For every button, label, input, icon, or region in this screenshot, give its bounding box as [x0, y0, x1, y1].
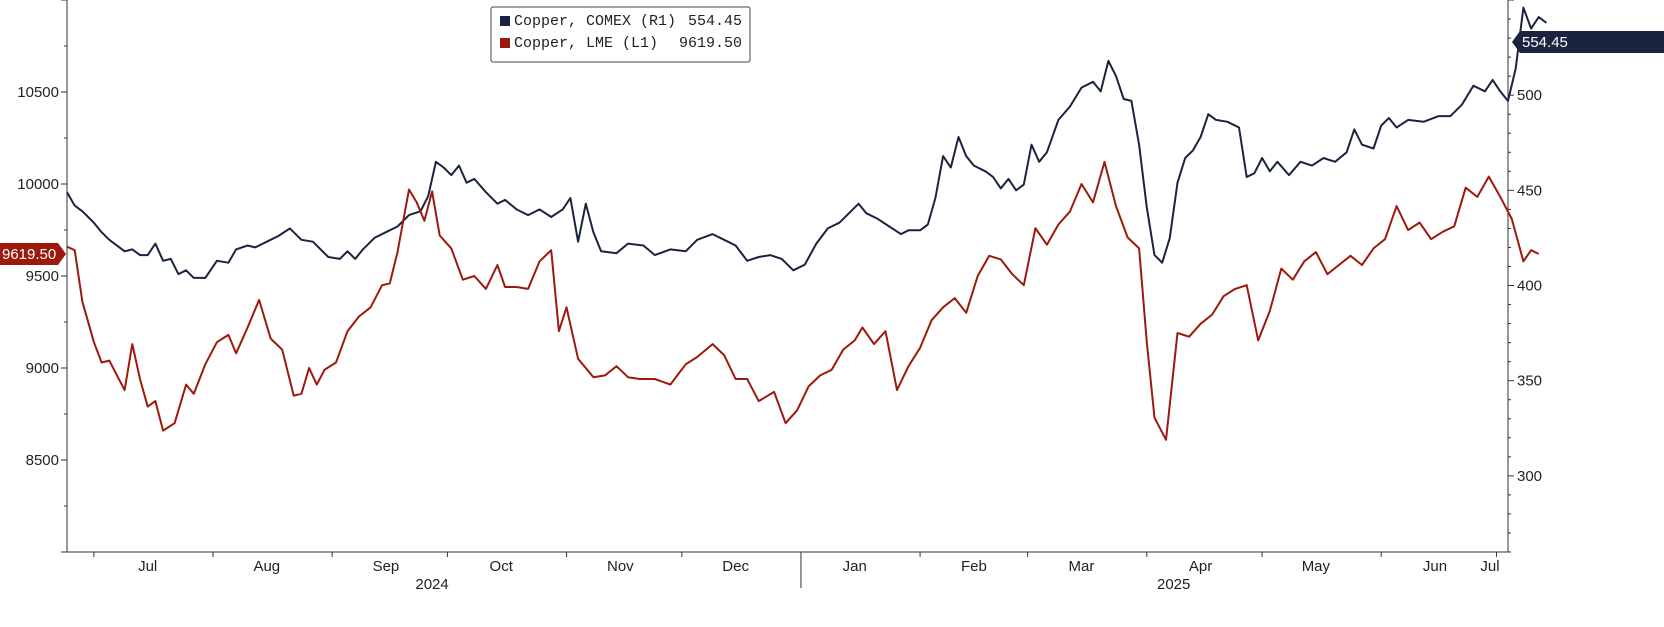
left-tick-label: 8500: [26, 452, 59, 469]
month-tick-label: Jun: [1423, 558, 1447, 575]
left-tick-label: 10000: [17, 176, 59, 193]
month-tick-label: May: [1302, 558, 1331, 575]
legend-label-lme: Copper, LME (L1): [514, 35, 658, 52]
month-tick-label: Jul: [1480, 558, 1499, 575]
left-tick-label: 9500: [26, 268, 59, 285]
right-last-value-tag: 554.45: [1512, 31, 1664, 53]
right-tick-label: 350: [1517, 373, 1542, 390]
year-label: 2025: [1157, 576, 1190, 593]
month-tick-label: Sep: [373, 558, 400, 575]
legend-value-comex: 554.45: [688, 13, 742, 30]
legend-value-lme: 9619.50: [679, 35, 742, 52]
legend-label-comex: Copper, COMEX (R1): [514, 13, 676, 30]
left-tick-label: 10500: [17, 84, 59, 101]
left-last-value-tag: 9619.50: [0, 243, 66, 266]
right-tick-label: 400: [1517, 278, 1542, 295]
month-tick-label: Nov: [607, 558, 634, 575]
axes: 8500 9000 9500 10000 10500 300 350 400 450 500 Jul…: [17, 0, 1542, 593]
legend-swatch-comex: [500, 16, 510, 26]
legend-swatch-lme: [500, 38, 510, 48]
left-last-value-label: 9619.50: [2, 246, 56, 263]
month-tick-label: Oct: [490, 558, 514, 575]
month-tick-label: Feb: [961, 558, 987, 575]
year-label: 2024: [415, 576, 448, 593]
month-tick-label: Jul: [138, 558, 157, 575]
legend-box: [490, 6, 751, 63]
right-tick-label: 450: [1517, 182, 1542, 199]
month-tick-label: Dec: [722, 558, 749, 575]
month-tick-label: Aug: [253, 558, 280, 575]
legend: Copper, COMEX (R1) 554.45 Copper, LME (L…: [490, 6, 751, 63]
month-tick-label: Apr: [1189, 558, 1212, 575]
right-last-value-label: 554.45: [1522, 34, 1568, 51]
last-value-tags: 9619.50 554.45: [0, 31, 1664, 266]
series-line-comex: [66, 6, 1547, 279]
series-layer: [66, 6, 1547, 441]
series-line-lme: [66, 160, 1540, 441]
legend-entry-lme: Copper, LME (L1) 9619.50: [500, 35, 742, 52]
month-tick-label: Jan: [843, 558, 867, 575]
right-tick-label: 500: [1517, 87, 1542, 104]
legend-entry-comex: Copper, COMEX (R1) 554.45: [500, 13, 742, 30]
month-tick-label: Mar: [1069, 558, 1095, 575]
right-tick-label: 300: [1517, 468, 1542, 485]
left-tick-label: 9000: [26, 360, 59, 377]
